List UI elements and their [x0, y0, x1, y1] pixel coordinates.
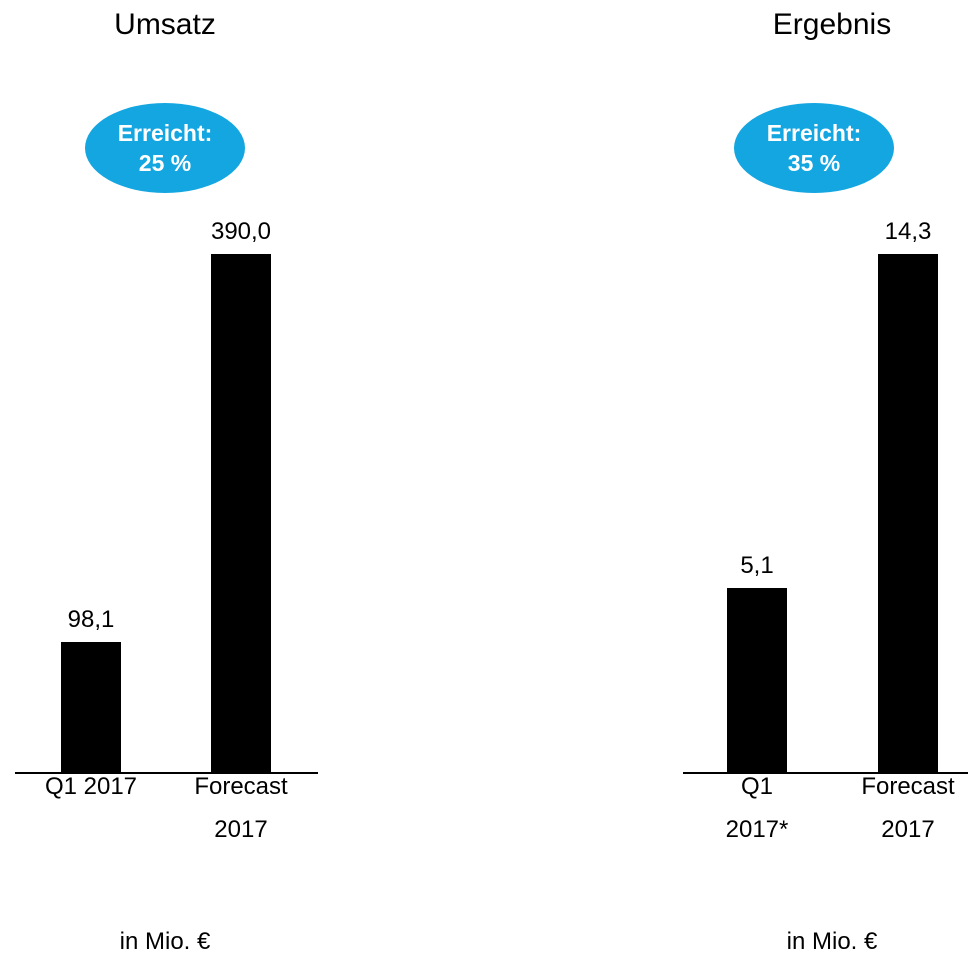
value-label: 390,0 [210, 218, 272, 245]
chart-title: Ergebnis [772, 8, 892, 41]
value-label: 98,1 [67, 606, 115, 634]
bar [211, 254, 271, 773]
bar [727, 587, 787, 773]
x-axis [683, 772, 968, 774]
bar [878, 254, 938, 773]
x-tick-label: Forecast 2017 [194, 773, 288, 843]
x-tick-label: Q1 2017* [725, 773, 789, 843]
badge-text: Erreicht: [766, 120, 862, 146]
badge-text: 25 % [138, 150, 192, 176]
value-label: 14,3 [884, 218, 932, 245]
unit-note: in Mio. € [119, 928, 211, 955]
x-tick-label: Forecast 2017 [861, 773, 955, 843]
badge: Erreicht: 25 % [85, 103, 245, 193]
badge-text: Erreicht: [117, 120, 213, 146]
badge-text: 35 % [787, 150, 841, 176]
unit-note: in Mio. € [786, 928, 878, 955]
chart-title: Umsatz [114, 8, 216, 41]
value-label: 5,1 [740, 551, 774, 579]
x-axis [15, 772, 318, 774]
bar [61, 642, 121, 773]
badge: Erreicht: 35 % [734, 103, 894, 193]
x-tick-label: Q1 2017 [44, 773, 138, 800]
